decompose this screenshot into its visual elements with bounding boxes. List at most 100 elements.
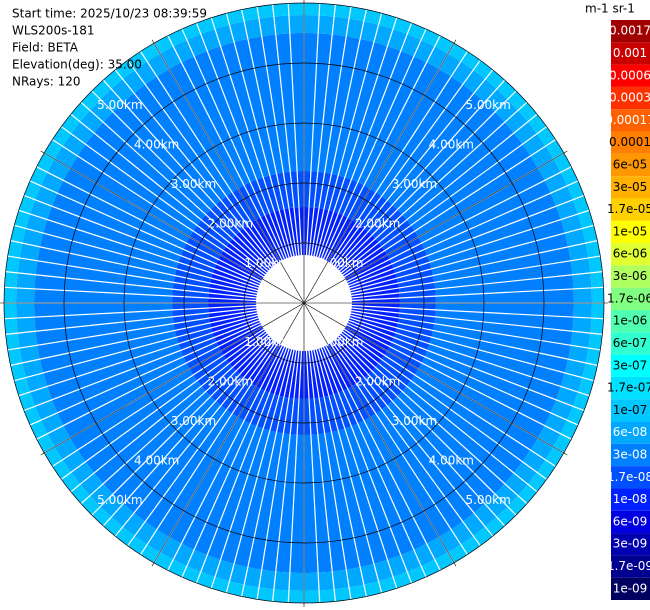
- colorbar-box: [611, 510, 650, 534]
- ray-gap: [303, 139, 556, 304]
- ray-gap: [80, 302, 305, 505]
- ray-gap: [303, 17, 398, 304]
- colorbar-tick-label: 6e-07: [613, 336, 648, 350]
- colorbar-label: m-1 sr-1: [585, 2, 635, 16]
- ray-gap: [303, 302, 604, 320]
- ray-gap: [303, 35, 441, 304]
- ray-gap: [303, 3, 321, 304]
- colorbar-box: [611, 555, 650, 578]
- ray-gap: [272, 302, 305, 602]
- ray-gap: [303, 224, 594, 304]
- ray-gap: [80, 101, 305, 304]
- range-ring-label: 2.00km: [355, 374, 400, 388]
- colorbar-box: [611, 443, 650, 467]
- ray-gap: [102, 79, 305, 304]
- ray-gap: [210, 17, 305, 304]
- ray-gap: [241, 302, 305, 597]
- ray-gap: [225, 302, 305, 593]
- colorbar-tick-label: 0.00017: [605, 113, 650, 127]
- ray-gap: [303, 302, 603, 335]
- colorbar-tick-label: 1e-07: [613, 403, 648, 417]
- colorbar-tick-label: 0.0006: [609, 68, 650, 82]
- ray-gap: [303, 302, 367, 597]
- ray-gap: [29, 302, 305, 426]
- ray-gap: [303, 9, 367, 304]
- ray-gap: [303, 51, 468, 304]
- colorbar-tick-label: 1.7e-05: [607, 202, 650, 216]
- ray-gap: [303, 126, 548, 304]
- ray-gap: [91, 302, 305, 516]
- colorbar-tick-label: 0.001: [613, 46, 647, 60]
- ray-gap: [272, 4, 305, 304]
- ray-gap: [303, 302, 579, 426]
- colorbar-box: [611, 243, 650, 266]
- ray-gap: [91, 90, 305, 304]
- ray-gap: [303, 302, 336, 602]
- ray-gap: [303, 302, 538, 493]
- colorbar-box: [611, 466, 650, 489]
- ray-gap: [210, 302, 305, 589]
- colorbar-tick-label: 1e-05: [613, 224, 648, 238]
- colorbar-box: [611, 20, 650, 43]
- ray-gap: [140, 51, 305, 304]
- spoke: [151, 39, 305, 304]
- ray-gap: [7, 302, 305, 351]
- ray-gap: [102, 302, 305, 527]
- ray-gap: [5, 302, 305, 335]
- ray-gap: [303, 240, 598, 304]
- ray-gap: [303, 4, 336, 304]
- ray-gap: [303, 101, 528, 304]
- colorbar-tick-label: 6e-09: [613, 514, 648, 528]
- ray-gap: [181, 302, 305, 578]
- ray-gap: [36, 166, 305, 304]
- ray-gap: [303, 302, 427, 578]
- ray-gap: [114, 69, 305, 304]
- range-ring-label: 1.00km: [318, 335, 363, 349]
- colorbar-box: [611, 131, 650, 154]
- colorbar-tick-label: 3e-09: [613, 537, 648, 551]
- ray-gap: [241, 9, 305, 304]
- range-ring-label: 4.00km: [429, 138, 474, 152]
- colorbar-tick-label: 1.7e-09: [607, 559, 650, 573]
- colorbar-box: [611, 310, 650, 333]
- colorbar-box: [611, 354, 650, 377]
- info-line: Elevation(deg): 35.00: [12, 58, 142, 72]
- ray-gap: [303, 166, 572, 304]
- ray-gap: [303, 209, 590, 304]
- ray-gap: [10, 302, 305, 366]
- colorbar-tick-label: 6e-05: [613, 158, 648, 172]
- ray-gap: [303, 302, 413, 584]
- colorbar-box: [611, 265, 650, 288]
- range-ring: [3, 2, 605, 604]
- ray-gap: [303, 255, 601, 304]
- colorbar-box: [611, 421, 650, 444]
- ray-gap: [303, 302, 383, 593]
- colorbar-tick-label: 1e-08: [613, 492, 648, 506]
- info-line: Start time: 2025/10/23 08:39:59: [12, 7, 207, 21]
- colorbar-tick-label: 1.7e-08: [607, 470, 650, 484]
- ray-gap: [303, 28, 427, 304]
- ray-gap: [303, 59, 481, 304]
- ray-gap: [14, 224, 305, 304]
- ray-gap: [303, 271, 603, 304]
- range-ring-label: 1.00km: [244, 256, 289, 270]
- ray-gap: [18, 302, 305, 397]
- ray-gap: [195, 22, 305, 304]
- range-ring-label: 5.00km: [465, 493, 510, 507]
- colorbar-tick-label: 3e-05: [613, 180, 648, 194]
- ray-gap: [303, 302, 441, 571]
- info-line: NRays: 120: [12, 75, 81, 89]
- range-ring-label: 1.00km: [244, 335, 289, 349]
- ray-gap: [167, 35, 305, 304]
- colorbar-tick-label: 3e-06: [613, 269, 648, 283]
- ray-gap: [127, 302, 305, 547]
- ray-gap: [303, 13, 383, 304]
- colorbar-tick-label: 0.0001: [609, 135, 650, 149]
- ray-gap: [7, 255, 305, 304]
- spoke: [303, 302, 568, 456]
- ray-gap: [303, 194, 585, 304]
- ray-gap: [256, 6, 305, 304]
- ray-gap: [225, 13, 305, 304]
- ray-gap: [29, 180, 305, 304]
